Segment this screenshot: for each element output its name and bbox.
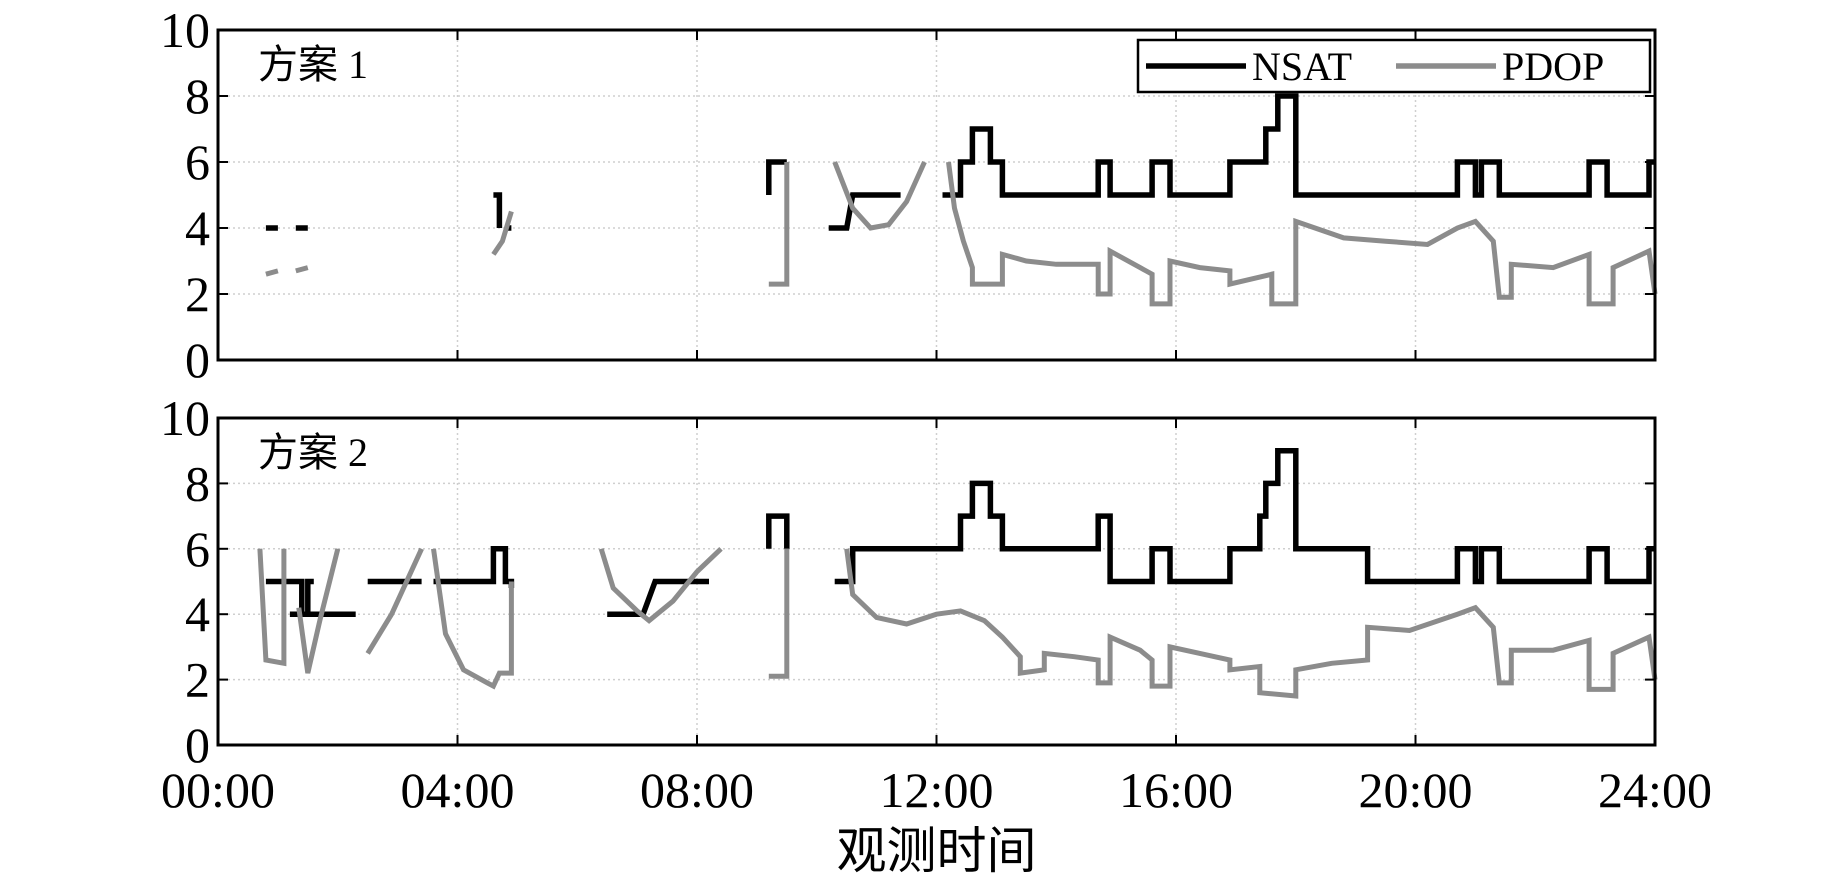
- x-tick-label: 20:00: [1359, 762, 1473, 818]
- series-segment-nsat: [942, 93, 1655, 198]
- series-segment-pdop: [844, 548, 1658, 699]
- y-tick-label: 6: [185, 521, 210, 577]
- series-segment-nsat: [433, 546, 515, 588]
- x-tick-label: 00:00: [161, 762, 275, 818]
- series-segment-pdop: [365, 547, 424, 655]
- y-tick-label: 10: [160, 390, 210, 446]
- series-segment-nsat: [607, 578, 709, 617]
- legend-label-nsat: NSAT: [1252, 44, 1352, 89]
- series-segment-nsat: [766, 159, 787, 195]
- x-tick-label: 08:00: [640, 762, 754, 818]
- series-segment-pdop: [257, 548, 287, 667]
- series-segment-pdop: [768, 162, 790, 287]
- series-nsat-panel-1: [265, 93, 1655, 231]
- y-tick-label: 4: [185, 586, 210, 642]
- y-tick-label: 8: [185, 68, 210, 124]
- y-tick-label: 2: [185, 652, 210, 708]
- x-axis-title: 观测时间: [837, 823, 1037, 879]
- panel-label: 方案 1: [258, 42, 368, 87]
- series-segment-pdop: [598, 546, 723, 624]
- panel-1: 0 2 4 6 8 10 方案 1: [160, 2, 1658, 388]
- series-segment-nsat: [766, 513, 790, 549]
- y-tick-label: 6: [185, 134, 210, 190]
- series-segment-pdop: [265, 268, 279, 277]
- series-nsat-panel-2: [265, 447, 1655, 617]
- series-segment-nsat: [828, 192, 901, 231]
- y-tick-label: 0: [185, 717, 210, 773]
- x-tick-label: 12:00: [880, 762, 994, 818]
- series-segment-pdop: [768, 548, 790, 679]
- series-pdop-panel-1: [265, 160, 1658, 307]
- series-segment-pdop: [431, 548, 514, 690]
- series-pdop-panel-2: [257, 546, 1658, 699]
- y-tick-label: 0: [185, 332, 210, 388]
- y-tick-label: 8: [185, 455, 210, 511]
- series-segment-pdop: [491, 210, 514, 256]
- series-segment-pdop: [946, 161, 1658, 307]
- x-tick-label: 04:00: [401, 762, 515, 818]
- series-segment-nsat: [493, 192, 503, 228]
- legend: NSAT PDOP: [1136, 38, 1652, 94]
- series-segment-nsat: [834, 447, 1655, 585]
- series-segment-nsat: [265, 578, 314, 617]
- panel-label: 方案 2: [258, 430, 368, 475]
- y-tick-label: 2: [185, 266, 210, 322]
- x-tick-label: 16:00: [1119, 762, 1233, 818]
- series-segment-pdop: [295, 265, 309, 274]
- y-tick-label: 10: [160, 2, 210, 58]
- panel-2: 0 2 4 6 8 10 方案 2: [160, 390, 1658, 773]
- x-tick-label: 24:00: [1598, 762, 1712, 818]
- series-segment-pdop: [832, 160, 927, 231]
- legend-label-pdop: PDOP: [1502, 44, 1604, 89]
- series-segment-pdop: [296, 548, 341, 674]
- y-tick-label: 4: [185, 200, 210, 256]
